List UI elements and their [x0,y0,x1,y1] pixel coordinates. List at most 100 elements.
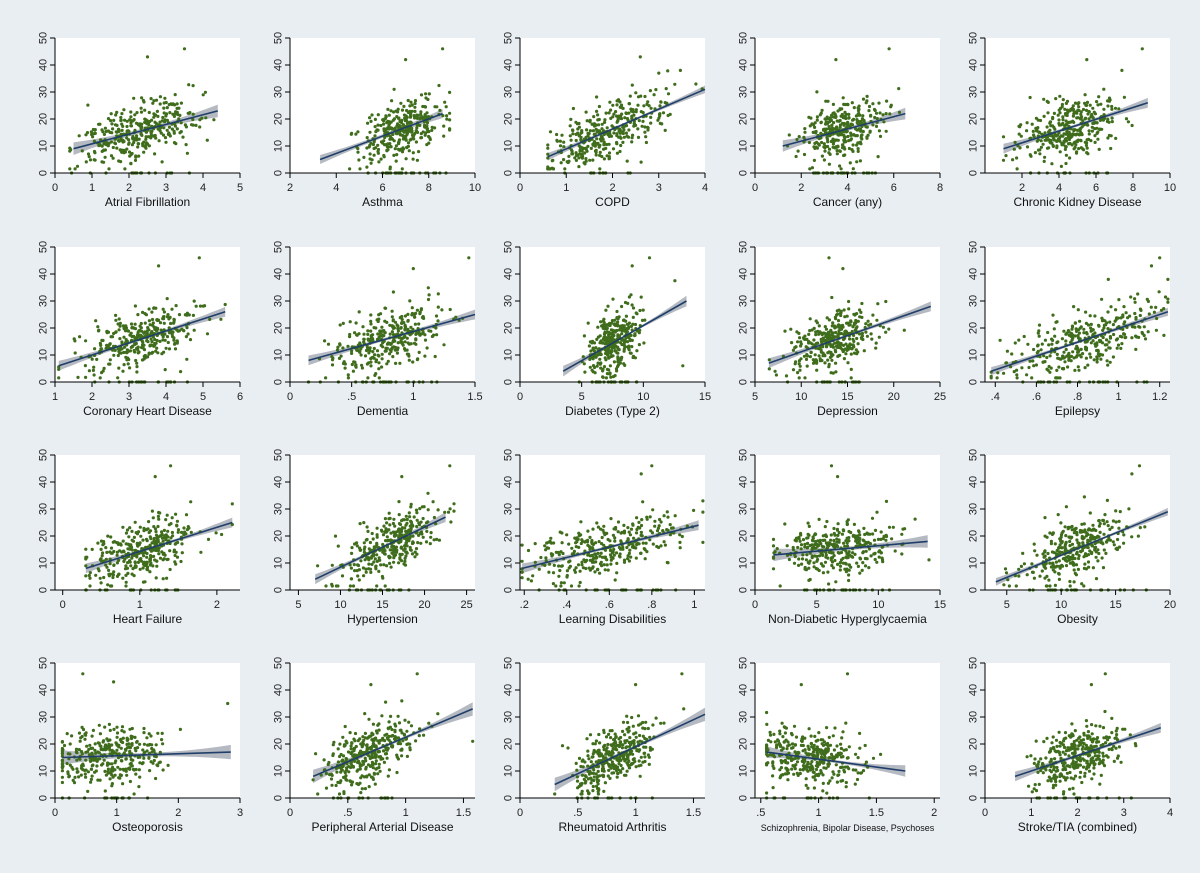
data-point [1082,327,1086,331]
data-point [380,352,384,356]
data-point [159,328,163,332]
data-point [163,368,167,372]
data-point [595,337,599,341]
data-point [173,342,177,346]
data-point [803,376,807,380]
data-point [124,564,128,568]
y-tick-label: 50 [737,241,749,253]
data-point [1077,109,1081,113]
data-point [1092,358,1096,362]
data-point [577,156,581,160]
data-point [641,119,645,123]
data-point [403,559,407,564]
data-point [105,343,109,347]
data-point [1102,113,1106,117]
data-point [139,326,143,330]
data-point [639,533,643,538]
data-point [108,342,112,346]
data-point [1087,132,1091,136]
data-point [152,548,156,552]
data-point [406,319,410,323]
data-point [153,113,158,117]
data-point [586,321,590,325]
data-point [588,357,592,361]
data-point [354,132,358,136]
data-point [149,337,153,341]
data-point [375,553,379,557]
data-point [423,105,427,109]
data-point [407,511,411,515]
data-point [109,140,113,144]
data-point [1026,342,1030,346]
data-point [614,110,618,114]
y-tick-label: 30 [272,295,284,307]
data-point [1092,110,1096,114]
data-point [423,113,427,117]
data-point [185,151,189,155]
data-points [785,47,902,175]
data-point [558,568,562,573]
data-point [626,526,630,530]
data-point [594,153,598,157]
data-point [375,541,379,546]
data-point [388,348,392,352]
data-point [124,573,128,578]
data-point [76,375,80,379]
data-point [841,267,845,271]
data-point [110,122,114,126]
data-point [390,309,394,313]
data-point [133,128,137,132]
data-point [1122,95,1126,99]
data-point [109,112,113,116]
data-point [615,369,619,373]
data-point [84,375,88,379]
data-point [130,572,134,576]
data-point [636,95,641,99]
data-point [825,316,829,320]
data-point [644,140,649,145]
data-point [405,352,409,356]
data-point [408,109,412,113]
data-point [841,349,845,354]
x-tick-label: 10 [637,391,649,403]
data-point [387,113,391,117]
fit-line [308,313,476,362]
data-point [425,127,429,131]
data-point [593,149,598,153]
data-point [444,105,448,109]
data-point [864,322,868,326]
data-point [826,144,830,149]
data-point [548,130,553,134]
data-point [375,337,380,341]
data-point [1139,308,1143,312]
data-point [172,548,176,552]
data-point [626,301,630,305]
data-point [173,347,178,351]
data-point [140,547,144,551]
data-point [628,533,633,537]
data-point [839,331,844,336]
data-point [831,334,835,338]
data-point [562,145,566,149]
data-point [145,119,149,123]
data-point [389,565,393,569]
data-point [647,256,652,260]
data-point [393,320,398,324]
data-point [386,126,390,130]
data-point [1112,332,1116,337]
data-point [433,126,437,130]
data-point [437,538,441,542]
data-point [668,523,672,527]
y-tick-label: 50 [967,241,979,253]
data-point [419,132,423,136]
data-point [622,343,626,347]
data-point [201,93,205,97]
fit-line [73,110,219,150]
fit-line [85,521,233,570]
data-point [121,576,125,580]
data-point [1088,314,1092,318]
data-point [403,335,407,339]
data-point [1078,128,1082,132]
data-point [1069,359,1073,363]
data-point [157,264,161,268]
